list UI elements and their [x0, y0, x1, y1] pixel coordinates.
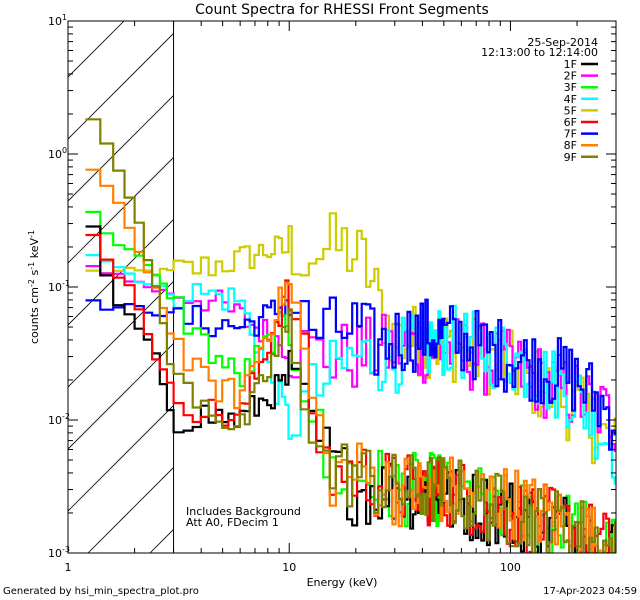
- background-annotation: Includes Background: [186, 505, 301, 518]
- hatch-line: [68, 94, 174, 202]
- y-tick-label: 100: [48, 146, 67, 161]
- series-line-7F: [85, 296, 616, 451]
- hatch-line: [68, 156, 174, 264]
- legend-label-7F: 7F: [564, 128, 577, 141]
- hatch-line: [68, 342, 174, 450]
- y-tick-label: 10-2: [48, 412, 70, 427]
- date-label: 25-Sep-2014: [527, 36, 598, 49]
- legend-label-5F: 5F: [564, 104, 577, 117]
- footer-timestamp: 17-Apr-2023 04:59: [543, 586, 637, 597]
- x-tick-label: 100: [500, 561, 521, 574]
- legend-label-4F: 4F: [564, 93, 577, 106]
- footer-generated-by: Generated by hsi_min_spectra_plot.pro: [3, 586, 199, 597]
- hatch-line: [68, 21, 125, 78]
- x-axis-label: Energy (keV): [307, 576, 378, 589]
- hatched-region: [0, 0, 640, 553]
- hatch-line: [522, 0, 640, 553]
- hatch-line: [87, 466, 174, 553]
- series-lines: [85, 118, 616, 553]
- legend-label-2F: 2F: [564, 70, 577, 83]
- chart-title: Count Spectra for RHESSI Front Segments: [195, 2, 489, 18]
- x-tick-labels: 1 10 100: [65, 561, 521, 574]
- y-tick-label: 10-1: [48, 279, 70, 294]
- series-line-9F: [85, 118, 616, 553]
- y-tick-label: 101: [48, 13, 67, 28]
- legend-label-6F: 6F: [564, 116, 577, 129]
- series-line-5F: [85, 212, 616, 465]
- hatch-line: [0, 0, 168, 553]
- y-axis-label: counts cm-2 s-1 keV-1: [27, 230, 41, 344]
- attenuator-annotation: Att A0, FDecim 1: [186, 516, 279, 529]
- time-range-label: 12:13:00 to 12:14:00: [481, 46, 598, 59]
- legend-label-1F: 1F: [564, 58, 577, 71]
- x-tick-label: 10: [282, 561, 296, 574]
- legend-label-8F: 8F: [564, 139, 577, 152]
- axis-ticks: [67, 20, 617, 554]
- hatch-line: [68, 404, 174, 512]
- legend-label-3F: 3F: [564, 81, 577, 94]
- y-tick-label: 10-3: [48, 545, 70, 560]
- x-tick-label: 1: [65, 561, 72, 574]
- legend-label-9F: 9F: [564, 151, 577, 164]
- y-tick-labels: 101 100 10-1 10-2 10-3: [48, 13, 70, 560]
